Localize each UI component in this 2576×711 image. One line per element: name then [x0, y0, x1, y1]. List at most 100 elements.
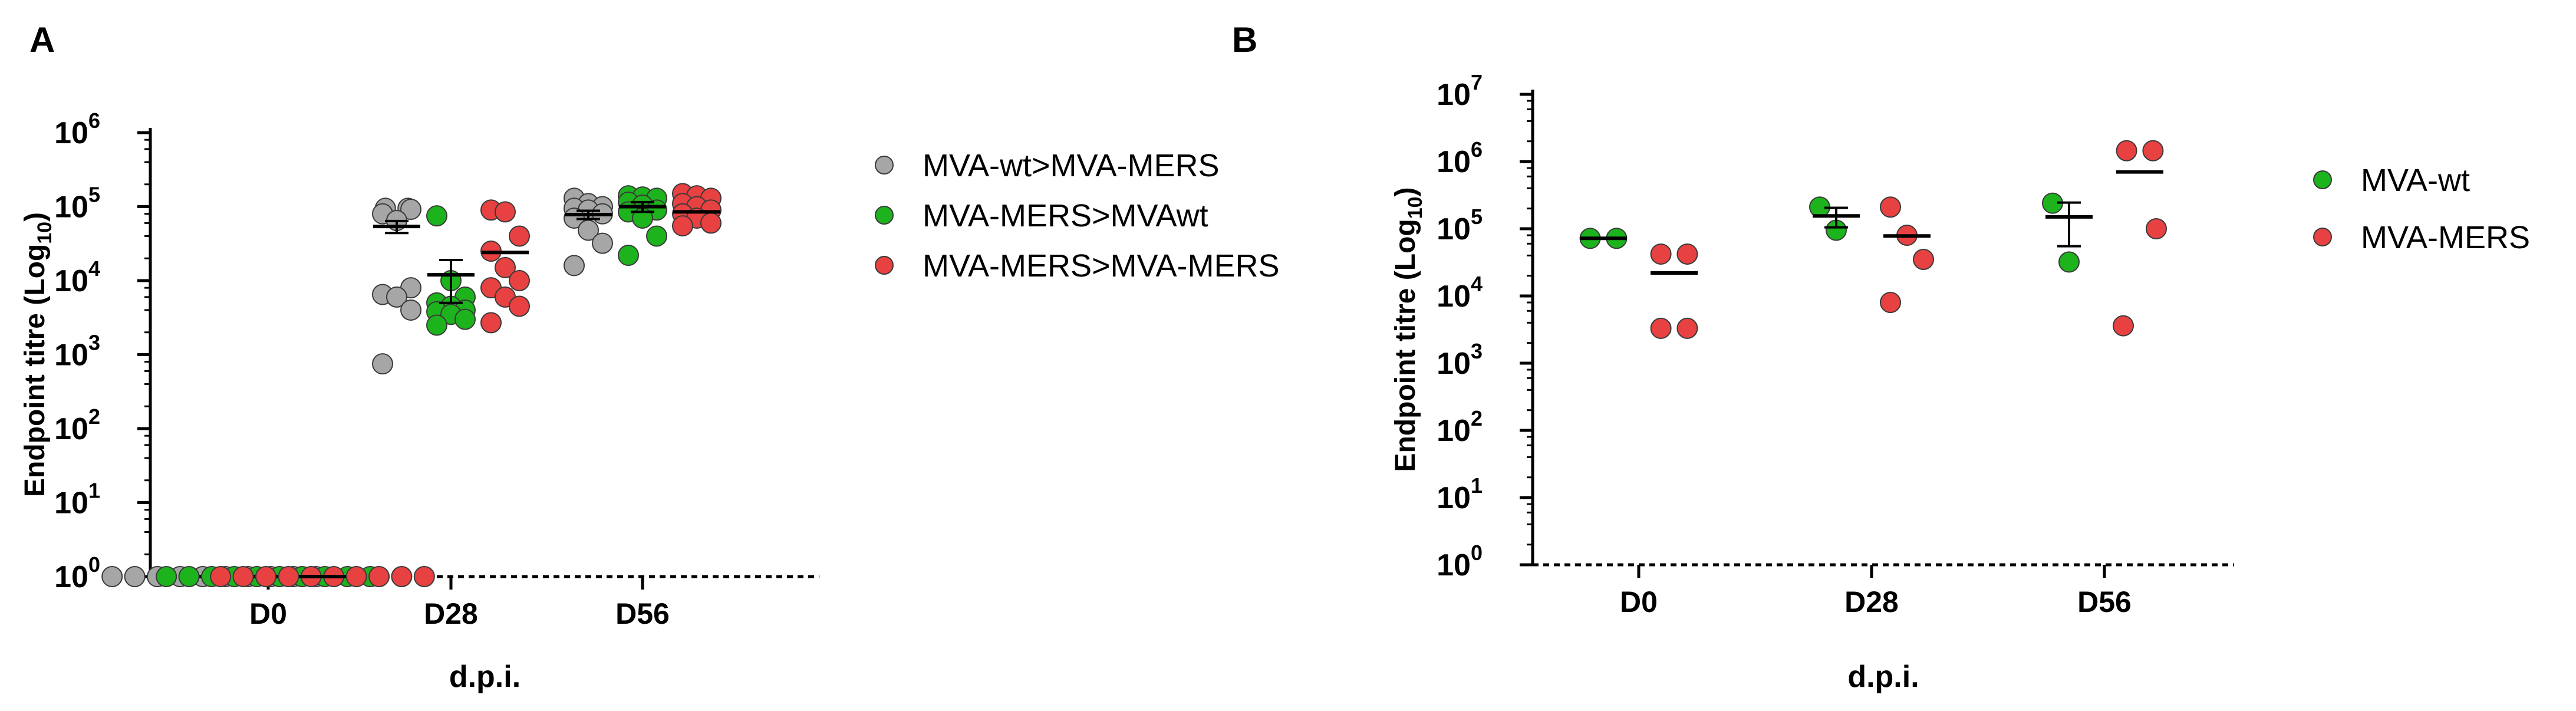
- legend-marker: [875, 256, 894, 275]
- legend-label: MVA-MERS>MVAwt: [923, 198, 1208, 233]
- data-point: [509, 225, 530, 247]
- y-tick-exponent: 2: [88, 404, 100, 429]
- data-point: [700, 212, 722, 234]
- data-point: [368, 566, 390, 587]
- data-point: [232, 566, 254, 587]
- data-point: [255, 566, 276, 587]
- y-tick-exponent: 4: [88, 256, 100, 281]
- y-tick-exponent: 3: [1471, 339, 1483, 363]
- y-tick-exponent: 0: [88, 552, 100, 577]
- y-tick-label: 103: [54, 331, 100, 373]
- y-tick-label: 104: [54, 256, 100, 298]
- y-axis-title-close: ): [1390, 187, 1421, 196]
- x-tick-label: D28: [1844, 585, 1899, 618]
- data-point: [345, 566, 367, 587]
- data-point: [413, 566, 435, 587]
- x-tick-label: D0: [1620, 585, 1658, 618]
- y-axis-title-subscript: 10: [34, 222, 56, 244]
- y-tick-label: 105: [54, 183, 100, 225]
- x-axis-title: d.p.i.: [1847, 660, 1919, 694]
- data-point: [2142, 140, 2164, 162]
- data-point: [386, 286, 407, 308]
- y-axis-title: Endpoint titre (Log10): [19, 212, 56, 497]
- data-point: [278, 566, 299, 587]
- data-point: [2116, 140, 2137, 162]
- data-point: [509, 295, 530, 317]
- y-tick-exponent: 7: [1471, 70, 1483, 94]
- data-point: [426, 205, 447, 227]
- legend-label: MVA-wt>MVA-MERS: [923, 148, 1220, 183]
- data-point: [1880, 196, 1901, 218]
- y-tick-label: 104: [1437, 272, 1483, 314]
- y-tick-label: 105: [1437, 205, 1483, 246]
- data-point: [495, 256, 516, 278]
- y-tick-label: 102: [54, 404, 100, 446]
- data-point: [1880, 292, 1901, 314]
- y-tick-label: 106: [1437, 137, 1483, 179]
- y-tick-label: 103: [1437, 339, 1483, 381]
- y-tick-exponent: 4: [1471, 272, 1483, 296]
- y-tick-exponent: 2: [1471, 406, 1483, 430]
- legend-marker: [875, 156, 894, 175]
- data-point: [1676, 243, 1698, 265]
- y-tick-exponent: 1: [88, 479, 100, 503]
- data-point: [400, 199, 421, 220]
- data-point: [101, 566, 123, 587]
- y-tick-exponent: 6: [88, 108, 100, 133]
- legend-label: MVA-wt: [2361, 163, 2470, 198]
- legend-marker: [875, 206, 894, 225]
- y-axis-title-subscript: 10: [1404, 196, 1427, 219]
- x-tick-label: D28: [424, 597, 478, 630]
- y-tick-label: 106: [54, 108, 100, 150]
- y-tick-exponent: 3: [88, 331, 100, 355]
- data-point: [1650, 243, 1672, 265]
- data-point: [672, 215, 693, 237]
- data-point: [2058, 251, 2080, 273]
- y-tick-label: 101: [54, 479, 100, 521]
- data-point: [618, 245, 639, 266]
- data-point: [1913, 248, 1934, 270]
- legend-marker: [2313, 228, 2332, 246]
- legend-label: MVA-MERS>MVA-MERS: [923, 248, 1280, 284]
- data-point: [646, 225, 667, 247]
- data-point: [156, 566, 177, 587]
- panel-a-letter: A: [29, 20, 55, 60]
- data-point: [1676, 317, 1698, 339]
- data-point: [480, 312, 502, 334]
- data-point: [124, 566, 146, 587]
- y-tick-exponent: 0: [1471, 541, 1483, 565]
- y-axis-title: Endpoint titre (Log10): [1390, 187, 1427, 472]
- y-tick-label: 100: [1437, 541, 1483, 582]
- data-point: [400, 299, 421, 321]
- data-point: [454, 308, 476, 330]
- y-tick-label: 101: [1437, 473, 1483, 515]
- y-tick-exponent: 5: [88, 183, 100, 207]
- data-point: [178, 566, 200, 587]
- legend-label: MVA-MERS: [2361, 220, 2530, 255]
- y-tick-label: 107: [1437, 70, 1483, 112]
- y-tick-label: 100: [54, 552, 100, 594]
- y-axis-title-close: ): [19, 212, 51, 222]
- data-point: [509, 270, 530, 291]
- data-point: [2113, 315, 2134, 337]
- data-point: [1650, 317, 1672, 339]
- y-tick-exponent: 6: [1471, 137, 1483, 162]
- y-tick-exponent: 1: [1471, 473, 1483, 498]
- y-tick-label: 102: [1437, 406, 1483, 448]
- x-tick-label: D0: [249, 597, 287, 630]
- data-point: [210, 566, 232, 587]
- panel-b-letter: B: [1232, 20, 1257, 60]
- legend-marker: [2313, 170, 2332, 189]
- data-point: [2146, 218, 2167, 239]
- data-point: [372, 353, 393, 375]
- data-point: [426, 314, 447, 336]
- data-point: [564, 255, 585, 276]
- x-tick-label: D56: [2077, 585, 2132, 618]
- data-point: [592, 232, 613, 254]
- data-point: [495, 201, 516, 223]
- y-tick-exponent: 5: [1471, 205, 1483, 229]
- x-tick-label: D56: [615, 597, 670, 630]
